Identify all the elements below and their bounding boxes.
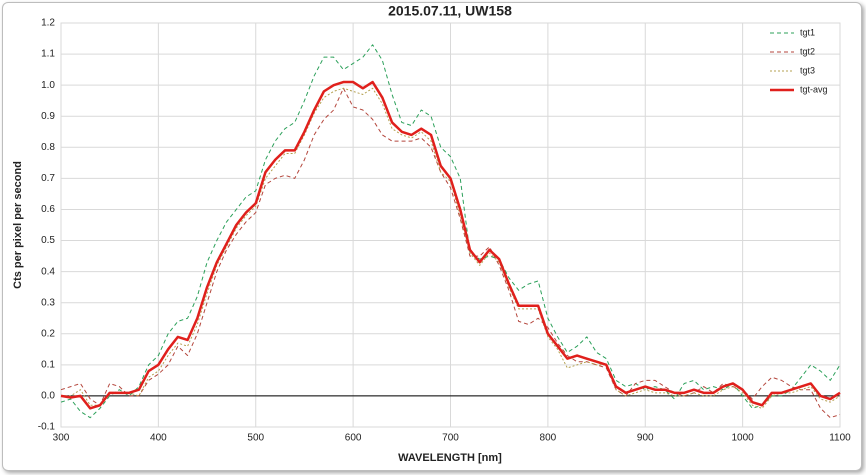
x-tick-label: 800 [540, 433, 557, 444]
y-tick-label: 0.0 [41, 391, 55, 402]
y-tick-label: 0.8 [41, 142, 55, 153]
y-tick-label: 1.1 [41, 49, 55, 60]
series-line [61, 87, 841, 409]
y-tick-label: 0.5 [41, 235, 55, 246]
y-tick-label: -0.1 [38, 422, 56, 433]
legend-label: tgt1 [800, 27, 815, 37]
x-tick-label: 400 [150, 433, 167, 444]
x-tick-label: 1100 [829, 433, 851, 444]
series-line [60, 80, 841, 410]
x-tick-label: 300 [53, 433, 70, 444]
y-tick-label: 0.6 [41, 204, 55, 215]
y-tick-label: 0.2 [41, 328, 55, 339]
y-tick-label: 0.3 [41, 297, 55, 308]
x-tick-label: 700 [442, 433, 459, 444]
series-line [60, 44, 841, 419]
y-tick-label: 0.4 [41, 266, 55, 277]
y-tick-label: 0.1 [41, 359, 55, 370]
y-tick-label: 1.0 [41, 80, 55, 91]
y-axis-title: Cts per pixel per second [12, 161, 24, 289]
x-tick-label: 1000 [732, 433, 755, 444]
x-tick-label: 900 [637, 433, 654, 444]
x-tick-label: 600 [345, 433, 362, 444]
series-line [60, 87, 841, 419]
legend-label: tgt2 [800, 46, 815, 56]
y-tick-label: 0.9 [41, 111, 55, 122]
chart-title: 2015.07.11, UW158 [388, 3, 512, 19]
legend-label: tgt3 [800, 65, 815, 75]
x-axis-title: WAVELENGTH [nm] [398, 452, 502, 464]
y-tick-label: 1.2 [41, 18, 55, 29]
x-tick-label: 500 [247, 433, 264, 444]
legend-label: tgt-avg [800, 84, 828, 94]
y-tick-label: 0.7 [41, 173, 55, 184]
